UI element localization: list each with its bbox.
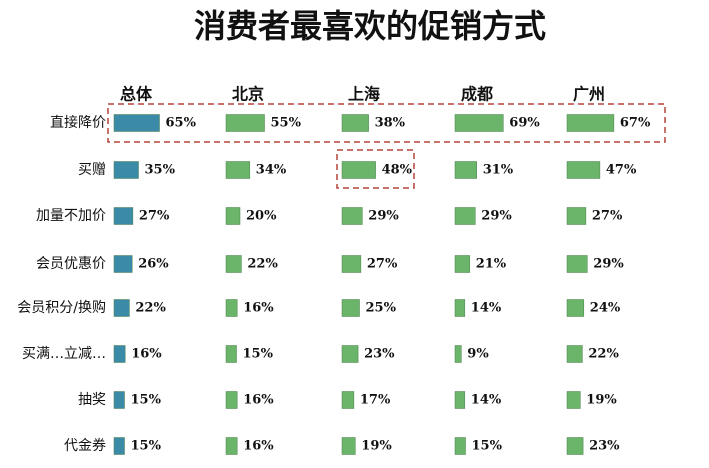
highlight-box (107, 103, 666, 143)
category-label: 代金券 (64, 438, 106, 454)
bar (113, 255, 133, 273)
value-label: 15% (472, 439, 503, 454)
bar (113, 391, 125, 409)
value-label: 9% (467, 347, 489, 362)
bar (225, 161, 251, 179)
column-header: 成都 (461, 85, 493, 104)
bar (341, 161, 376, 179)
bar (225, 207, 241, 225)
value-label: 21% (476, 257, 507, 272)
bar (113, 437, 125, 455)
bar (341, 207, 363, 225)
category-label: 直接降价 (50, 114, 106, 131)
bar (454, 299, 466, 317)
value-label: 29% (481, 209, 512, 224)
value-label: 34% (256, 163, 287, 178)
value-label: 38% (375, 116, 406, 131)
category-label: 会员积分/换购 (17, 299, 106, 316)
value-label: 67% (620, 116, 651, 131)
highlight-box (336, 149, 415, 189)
bar (225, 255, 242, 273)
bar (341, 345, 359, 363)
value-label: 16% (243, 301, 274, 316)
bar (113, 299, 130, 317)
value-label: 14% (471, 393, 502, 408)
value-label: 26% (138, 257, 169, 272)
bar (454, 114, 504, 132)
bar (566, 299, 585, 317)
value-label: 16% (131, 347, 162, 362)
category-label: 买满…立减… (22, 346, 106, 362)
category-label: 抽奖 (78, 391, 106, 408)
bar (341, 437, 356, 455)
bar (566, 114, 615, 132)
value-label: 27% (367, 257, 398, 272)
bar (454, 255, 470, 273)
bar (225, 345, 237, 363)
bar (341, 299, 360, 317)
category-label: 会员优惠价 (36, 256, 106, 272)
bar (341, 255, 362, 273)
bar (566, 437, 584, 455)
value-label: 16% (243, 393, 274, 408)
bar (113, 161, 139, 179)
value-label: 27% (592, 209, 623, 224)
bar (454, 391, 466, 409)
value-label: 69% (509, 116, 540, 131)
value-label: 31% (483, 163, 514, 178)
value-label: 47% (606, 163, 637, 178)
value-label: 27% (139, 209, 170, 224)
bar (454, 345, 462, 363)
value-label: 29% (593, 257, 624, 272)
bar (113, 207, 134, 225)
value-label: 19% (361, 439, 392, 454)
value-label: 14% (471, 301, 502, 316)
bar (566, 255, 588, 273)
column-header: 总体 (120, 85, 153, 104)
value-label: 22% (247, 257, 278, 272)
value-label: 65% (166, 116, 197, 131)
bar (566, 391, 581, 409)
chart-title: 消费者最喜欢的促销方式 (194, 7, 546, 45)
value-label: 24% (590, 301, 621, 316)
bar (225, 299, 238, 317)
bar (454, 207, 476, 225)
bar (113, 345, 126, 363)
column-header: 广州 (573, 85, 605, 104)
bar (225, 437, 238, 455)
bar (225, 391, 238, 409)
value-label: 22% (135, 301, 166, 316)
value-label: 48% (382, 163, 413, 178)
category-label: 买赠 (78, 162, 106, 178)
bar (341, 391, 355, 409)
value-label: 25% (366, 301, 397, 316)
value-label: 19% (586, 393, 617, 408)
value-label: 22% (588, 347, 619, 362)
bar (113, 114, 160, 132)
bar (225, 114, 265, 132)
category-label: 加量不加价 (36, 208, 106, 224)
value-label: 29% (368, 209, 399, 224)
bar (454, 437, 466, 455)
value-label: 35% (145, 163, 176, 178)
column-header: 上海 (348, 85, 380, 104)
value-label: 16% (243, 439, 274, 454)
bar (566, 207, 587, 225)
bar (341, 114, 369, 132)
bar (566, 161, 601, 179)
bar (454, 161, 477, 179)
value-label: 15% (131, 439, 162, 454)
value-label: 55% (271, 116, 302, 131)
value-label: 23% (364, 347, 395, 362)
value-label: 15% (131, 393, 162, 408)
value-label: 15% (243, 347, 274, 362)
column-header: 北京 (232, 85, 264, 104)
value-label: 20% (246, 209, 277, 224)
bar (566, 345, 583, 363)
value-label: 23% (589, 439, 620, 454)
value-label: 17% (360, 393, 391, 408)
